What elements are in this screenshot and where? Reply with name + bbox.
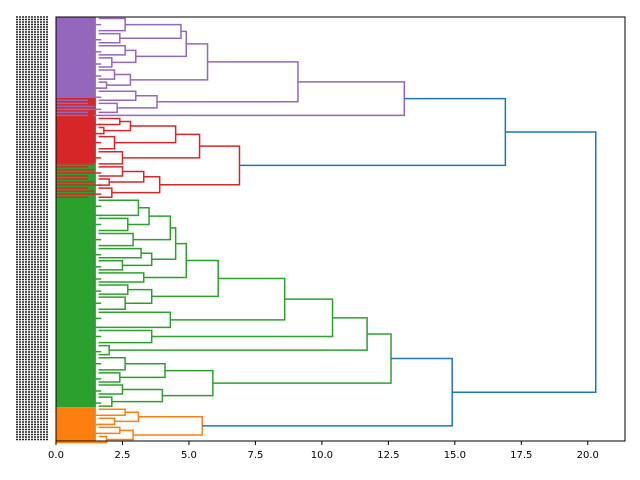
x-tick-label: 0.0 — [48, 450, 64, 461]
x-tick-label: 20.0 — [577, 450, 599, 461]
leaf-labels — [16, 16, 48, 441]
x-tick-label: 7.5 — [247, 450, 263, 461]
x-tick-label: 2.5 — [115, 450, 131, 461]
x-tick-label: 10.0 — [311, 450, 333, 461]
x-tick-label: 15.0 — [444, 450, 466, 461]
x-tick-label: 12.5 — [377, 450, 399, 461]
leaf-bands — [56, 17, 96, 441]
x-tick-label: 17.5 — [510, 450, 532, 461]
dendrogram-links — [56, 17, 597, 444]
x-axis-ticks: 0.0 2.5 5.0 7.5 10.0 12.5 15.0 17.5 20.0 — [48, 441, 599, 461]
axes-frame — [55, 16, 626, 442]
x-tick-label: 5.0 — [181, 450, 197, 461]
dendrogram-link — [452, 131, 597, 393]
